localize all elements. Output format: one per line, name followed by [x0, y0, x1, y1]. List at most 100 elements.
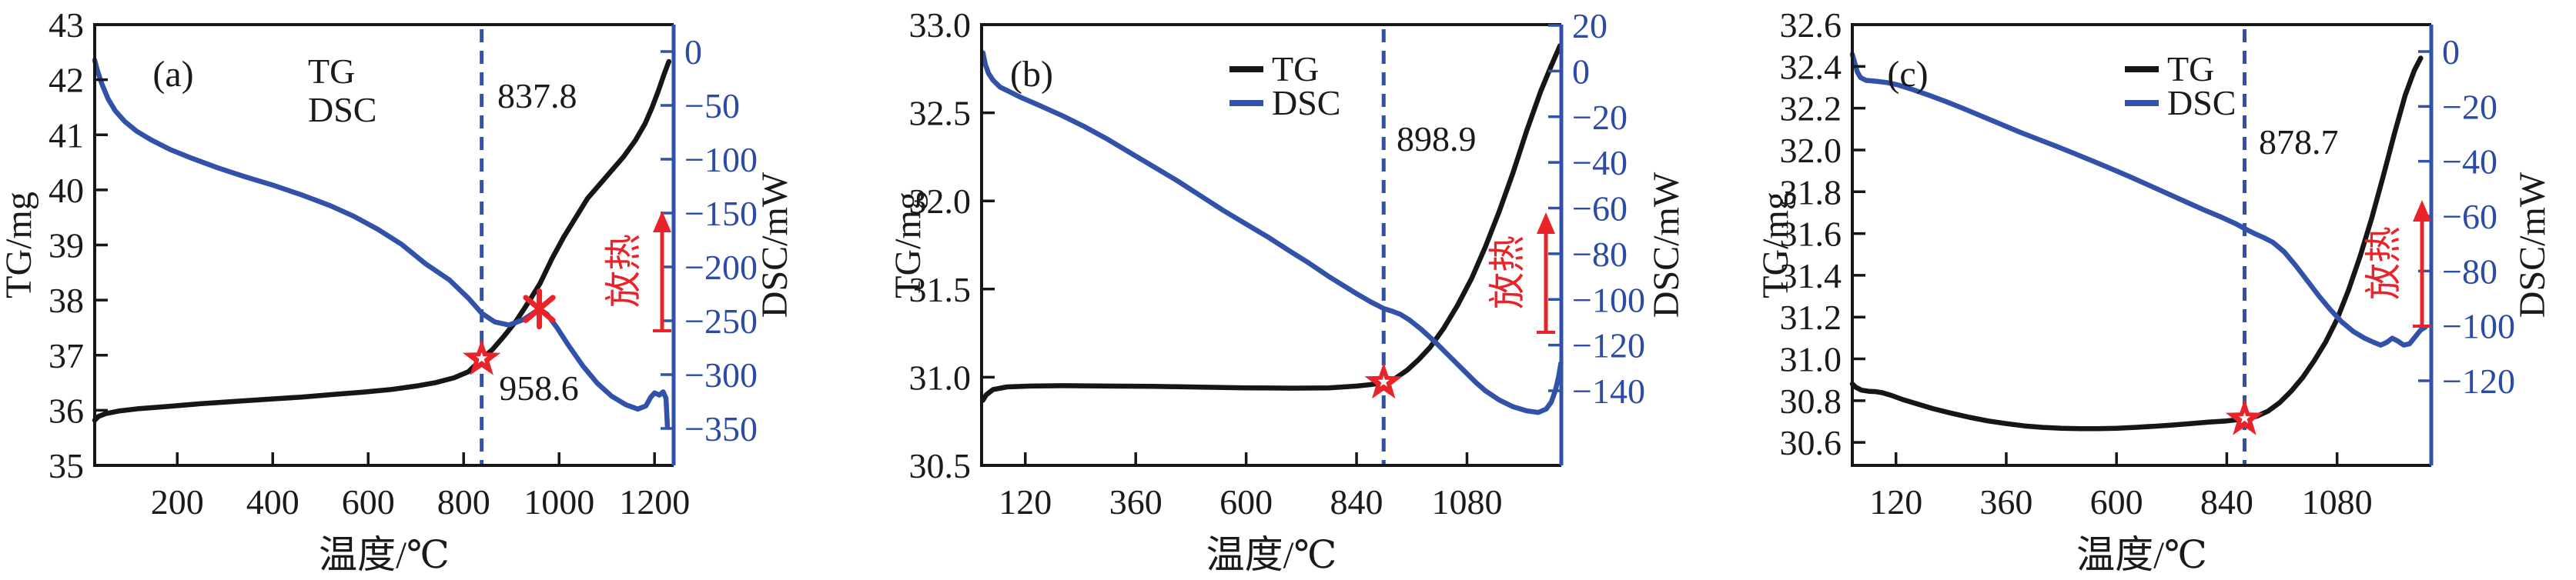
x-tick-label: 840 — [1330, 482, 1383, 522]
dsc-curve — [92, 57, 671, 429]
tg-tick-label: 33.0 — [909, 5, 972, 45]
dsc-tick-label: −20 — [2442, 87, 2497, 126]
plot-frame — [1851, 23, 2431, 467]
dsc-axis-title: DSC/mW — [1646, 172, 1687, 318]
legend-tg-label: TG — [308, 52, 355, 91]
dsc-tick-label: −300 — [684, 355, 758, 395]
dsc-tick-label: −40 — [2442, 142, 2497, 182]
dsc-tick-label: −60 — [2442, 197, 2497, 236]
onset-star-center — [476, 352, 488, 364]
dsc-tick-label: −20 — [1572, 98, 1628, 137]
dsc-curve — [980, 50, 1564, 415]
tg-tick-label: 32.6 — [1780, 5, 1842, 45]
panel-letter: (a) — [152, 54, 193, 95]
tg-curve — [1849, 55, 2424, 432]
panel-a: 35 36 37 38 39 40 41 42 43 200 400 600 800 1000 1200 0 −… — [0, 5, 795, 576]
dsc-tick-label: −50 — [684, 86, 740, 125]
tg-tick-label: 39 — [49, 226, 84, 265]
dsc-tick-label: −120 — [2442, 362, 2515, 401]
exotherm-label: 放热 — [604, 234, 644, 308]
panel-c: 30.630.831.031.231.431.631.832.032.232.4… — [1755, 5, 2553, 576]
x-axis-title: 温度/℃ — [1206, 533, 1337, 576]
x-tick-label: 360 — [1109, 482, 1163, 522]
legend-dsc-label: DSC — [1272, 83, 1340, 122]
exotherm-arrow-head — [653, 211, 671, 232]
x-tick-label: 600 — [2090, 482, 2143, 522]
dsc-axis-title: DSC/mW — [754, 172, 795, 318]
x-tick-label: 360 — [1979, 482, 2032, 522]
tg-tick-label: 43 — [49, 5, 84, 45]
tg-tick-label: 38 — [49, 281, 84, 320]
tg-tick-label: 32.4 — [1780, 47, 1842, 86]
x-tick-label: 1080 — [1431, 482, 1502, 522]
dsc-axis-title: DSC/mW — [2512, 172, 2553, 318]
exotherm-label: 放热 — [2364, 226, 2404, 300]
temperature-annotation: 837.8 — [497, 76, 577, 115]
x-tick-label: 200 — [151, 482, 204, 522]
dsc-tick-label: −40 — [1572, 143, 1628, 182]
tg-tick-label: 31.0 — [909, 358, 972, 397]
legend-dsc-label: DSC — [308, 90, 376, 129]
temperature-annotation: 898.9 — [1397, 119, 1477, 158]
legend-tg-label: TG — [1272, 49, 1319, 88]
x-axis-title: 温度/℃ — [2076, 533, 2207, 576]
x-tick-label: 800 — [437, 482, 490, 522]
tg-tick-label: 32.5 — [909, 94, 972, 133]
tg-tick-label: 35 — [49, 446, 84, 485]
tg-tick-label: 31.2 — [1780, 298, 1842, 337]
x-axis-title: 温度/℃ — [319, 533, 450, 576]
tg-tick-label: 42 — [49, 61, 84, 100]
exotherm-label: 放热 — [1487, 235, 1528, 309]
tg-tick-label: 41 — [49, 115, 84, 155]
x-tick-label: 1200 — [619, 482, 690, 522]
tg-tick-label: 31.6 — [1780, 215, 1842, 254]
asterisk-spoke — [523, 295, 556, 323]
dsc-tick-label: −80 — [1572, 235, 1628, 274]
dsc-tick-label: −150 — [684, 194, 758, 233]
exotherm-arrow-head — [1537, 212, 1555, 234]
dsc-tick-label: −350 — [684, 409, 758, 448]
x-tick-label: 1080 — [2302, 482, 2373, 522]
x-tick-label: 120 — [999, 482, 1052, 522]
dsc-tick-label: −100 — [2442, 307, 2515, 346]
temperature-annotation: 958.6 — [499, 368, 579, 408]
x-tick-label: 840 — [2200, 482, 2253, 522]
tg-tick-label: 30.8 — [1780, 382, 1842, 421]
dsc-peak-star — [523, 288, 556, 330]
dsc-tick-label: 0 — [1572, 52, 1590, 91]
dsc-tick-label: −200 — [684, 248, 758, 287]
tg-axis-title: TG/mg — [0, 192, 39, 298]
dsc-tick-label: −100 — [684, 140, 758, 179]
x-tick-label: 120 — [1869, 482, 1922, 522]
temperature-annotation: 878.7 — [2259, 122, 2339, 162]
dsc-tick-label: 20 — [1572, 6, 1607, 45]
tg-tick-label: 30.6 — [1780, 423, 1842, 462]
exotherm-arrow-head — [2413, 200, 2431, 222]
dsc-tick-label: −80 — [2442, 252, 2497, 291]
dsc-tick-label: −60 — [1572, 189, 1628, 228]
dsc-tick-label: −120 — [1572, 326, 1645, 365]
x-tick-label: 600 — [342, 482, 395, 522]
panel-b: 30.5 31.0 31.5 32.0 32.5 33.0 120 360 600 840 1080… — [888, 5, 1687, 576]
exotherm-arrow: 放热 — [1487, 212, 1555, 334]
panel-letter: (b) — [1010, 54, 1053, 95]
onset-star-center — [2238, 412, 2251, 424]
dsc-tick-label: −250 — [684, 302, 758, 341]
onset-star-center — [1377, 375, 1390, 387]
plot-frame — [980, 23, 1561, 467]
x-tick-label: 400 — [246, 482, 299, 522]
exotherm-arrow: 放热 — [604, 211, 671, 332]
tg-tick-label: 36 — [49, 391, 84, 430]
dsc-tick-label: 0 — [684, 32, 702, 72]
dsc-tick-label: 0 — [2442, 32, 2460, 72]
tg-tick-label: 32.0 — [1780, 131, 1842, 170]
legend-dsc-label: DSC — [2167, 83, 2236, 122]
exotherm-arrow: 放热 — [2364, 200, 2431, 328]
panel-letter: (c) — [1887, 54, 1928, 95]
tg-tick-label: 31.0 — [1780, 340, 1842, 379]
tg-tick-label: 31.8 — [1780, 172, 1842, 212]
x-tick-label: 600 — [1219, 482, 1273, 522]
